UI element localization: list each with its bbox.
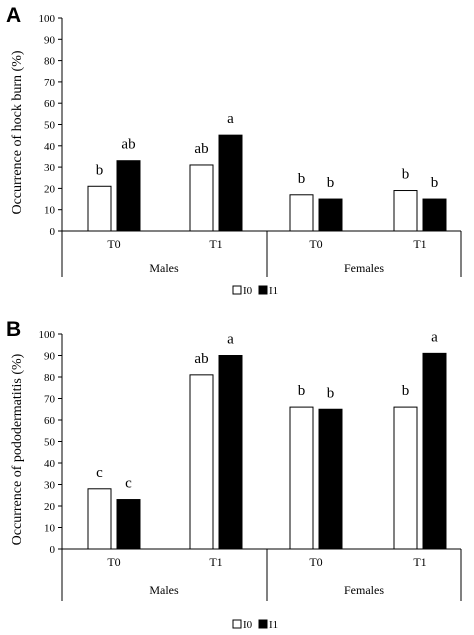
y-tick-label: 30: [44, 162, 56, 174]
bar-i1: [116, 160, 141, 232]
group-label-males: Males: [149, 583, 179, 597]
y-tick-label: 50: [44, 120, 56, 132]
y-tick-label: 20: [44, 501, 56, 513]
legend-label-i1: I1: [269, 285, 278, 297]
bar-i1: [116, 499, 141, 550]
y-tick-label: 70: [44, 77, 56, 89]
y-tick-label: 100: [39, 329, 56, 341]
y-tick-label: 10: [44, 523, 56, 535]
y-tick-label: 80: [44, 372, 56, 384]
bar-i0: [189, 164, 214, 232]
group-label-males: Males: [149, 261, 179, 275]
y-tick-label: 90: [44, 34, 56, 46]
bar-i0: [189, 374, 214, 550]
bar-i1: [218, 134, 243, 232]
bar-i0: [393, 406, 418, 550]
group-label-females: Females: [344, 583, 384, 597]
y-tick-label: 60: [44, 98, 56, 110]
significance-label: a: [227, 332, 234, 348]
y-tick-label: 40: [44, 458, 56, 470]
chart-panel-b: B 0 10 20 30 40 50 60 70 80 90 100 Occurrence of pod…: [6, 318, 462, 631]
chart-panel-a: A 0 10 20 30 40 50 60 70 80 90 100 Occurrence of hoc…: [6, 4, 462, 297]
legend-swatch-i1: [258, 285, 268, 295]
significance-label: b: [96, 162, 104, 178]
legend-swatch-i0: [232, 619, 242, 629]
significance-label: b: [402, 167, 410, 183]
y-tick-label: 90: [44, 351, 56, 363]
y-tick-label: 20: [44, 183, 56, 195]
legend-label-i1: I1: [269, 619, 278, 631]
category-label: T1: [209, 237, 222, 251]
legend: I0 I1: [232, 285, 278, 297]
category-label: T0: [309, 237, 322, 251]
bar-i1: [422, 198, 447, 232]
category-label: T1: [209, 555, 222, 569]
significance-label: c: [96, 465, 103, 481]
legend-label-i0: I0: [243, 285, 253, 297]
legend-label-i0: I0: [243, 619, 253, 631]
category-label: T0: [309, 555, 322, 569]
y-tick-label: 30: [44, 480, 56, 492]
significance-label: ab: [194, 351, 208, 367]
y-tick-label: 80: [44, 56, 56, 68]
y-tick-label: 50: [44, 437, 56, 449]
y-tick-label: 0: [50, 544, 56, 556]
category-label: T1: [413, 237, 426, 251]
category-label: T0: [107, 237, 120, 251]
category-label: T1: [413, 555, 426, 569]
y-axis-label: Occurrence of hock burn (%): [10, 50, 25, 214]
bar-i1: [318, 408, 343, 550]
legend-swatch-i1: [258, 619, 268, 629]
bar-i0: [393, 190, 418, 232]
y-tick-label: 60: [44, 415, 56, 427]
significance-label: b: [327, 385, 335, 401]
panel-letter: A: [6, 4, 21, 27]
significance-label: ab: [121, 137, 135, 153]
significance-label: b: [298, 171, 306, 187]
bar-i1: [422, 352, 447, 550]
significance-label: a: [431, 329, 438, 345]
bar-i1: [218, 355, 243, 550]
y-tick-label: 100: [39, 13, 56, 25]
bar-i0: [289, 194, 314, 232]
panel-letter: B: [6, 318, 21, 341]
bar-i0: [87, 185, 112, 232]
significance-label: a: [227, 111, 234, 127]
significance-label: ab: [194, 141, 208, 157]
significance-label: b: [298, 383, 306, 399]
bar-i1: [318, 198, 343, 232]
significance-label: b: [327, 175, 335, 191]
y-tick-label: 0: [50, 226, 56, 238]
significance-label: c: [125, 476, 132, 492]
legend: I0 I1: [232, 619, 278, 631]
group-label-females: Females: [344, 261, 384, 275]
y-axis-label: Occurrence of pododermatitis (%): [10, 353, 25, 545]
bar-i0: [289, 406, 314, 550]
legend-swatch-i0: [232, 285, 242, 295]
y-tick-label: 10: [44, 205, 56, 217]
bar-i0: [87, 488, 112, 550]
y-tick-label: 40: [44, 141, 56, 153]
significance-label: b: [431, 175, 439, 191]
significance-label: b: [402, 383, 410, 399]
y-tick-label: 70: [44, 394, 56, 406]
category-label: T0: [107, 555, 120, 569]
